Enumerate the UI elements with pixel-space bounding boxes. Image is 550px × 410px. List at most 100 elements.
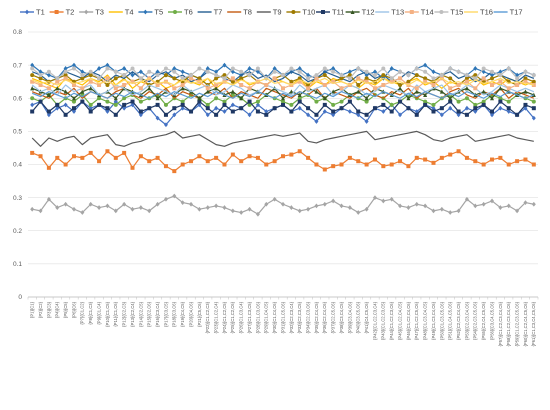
data-point — [130, 165, 135, 170]
data-point — [523, 89, 528, 94]
data-point — [381, 73, 386, 78]
data-point — [71, 99, 76, 104]
legend-marker — [291, 10, 296, 14]
legend-item-t12: T12 — [345, 8, 375, 17]
x-tick-label: {P40}{C3,C5,C6} — [356, 301, 361, 333]
x-tick-label: {P22}{C1,C2,C3} — [205, 301, 210, 333]
series-line-t7 — [31, 71, 535, 83]
y-tick-label: 0.1 — [13, 261, 22, 268]
data-point — [356, 109, 361, 114]
data-point — [214, 112, 219, 117]
data-point — [71, 206, 76, 212]
data-point — [46, 112, 51, 118]
x-tick-label: {P28}{C1,C3,C6} — [255, 301, 260, 333]
data-point — [448, 99, 453, 104]
legend-marker — [350, 10, 355, 14]
data-point — [247, 73, 252, 78]
data-point — [464, 196, 469, 202]
data-point — [289, 109, 294, 114]
data-point — [364, 72, 369, 78]
data-point — [456, 83, 461, 87]
data-point — [105, 62, 110, 68]
data-point — [331, 102, 336, 107]
x-tick-label: {P25}{C1,C2,C6} — [230, 301, 235, 333]
x-tick-label: {P1}{C1} — [30, 301, 35, 318]
x-tick-label: {P34}{C2,C3,C6} — [305, 301, 310, 333]
data-point — [398, 112, 403, 118]
data-point — [113, 69, 118, 74]
x-tick-label: {P50}{C1,C3,C5,C6} — [439, 301, 444, 340]
data-point — [523, 76, 528, 81]
data-point — [113, 102, 118, 107]
data-point — [481, 66, 486, 71]
data-point — [314, 76, 319, 81]
data-point — [339, 73, 344, 78]
legend-label: T2 — [66, 8, 75, 17]
legend-item-t6: T6 — [168, 8, 193, 17]
data-point — [247, 112, 252, 118]
data-point — [339, 203, 344, 209]
data-point — [322, 201, 327, 207]
data-point — [214, 69, 219, 75]
data-point — [63, 69, 68, 74]
series-t16 — [31, 77, 534, 86]
data-point — [163, 164, 168, 169]
data-point — [122, 96, 127, 101]
x-tick-label: {P24}{C1,C2,C5} — [222, 301, 227, 333]
legend-label: T16 — [480, 8, 493, 17]
legend-marker — [321, 10, 325, 14]
x-tick-label: {P27}{C1,C3,C5} — [247, 301, 252, 333]
data-point — [490, 198, 495, 204]
data-point — [314, 112, 319, 117]
data-point — [197, 99, 202, 104]
data-point — [347, 205, 352, 210]
x-tick-label: {P14}{C2,C5} — [138, 301, 143, 327]
data-point — [247, 99, 252, 104]
x-axis-tick-labels: {P1}{C1} {P2}{C2} {P3}{C3} {P4}{C4} {P5}{C5}… — [30, 301, 537, 346]
data-point — [172, 76, 177, 81]
data-point — [490, 76, 495, 81]
data-point — [398, 86, 403, 91]
data-point — [297, 149, 302, 154]
data-point — [322, 109, 327, 114]
data-point — [364, 95, 369, 101]
data-point — [88, 86, 93, 91]
y-tick-label: 0.4 — [13, 162, 22, 169]
x-axis — [27, 296, 539, 300]
data-point — [180, 76, 185, 81]
x-tick-label: {P19}{C4,C5} — [180, 301, 185, 327]
data-point — [464, 112, 469, 117]
data-point — [331, 112, 336, 118]
data-point — [306, 72, 311, 78]
data-point — [423, 157, 428, 162]
data-point — [230, 152, 235, 157]
data-point — [105, 203, 110, 209]
data-point — [230, 102, 235, 108]
data-point — [464, 86, 469, 91]
x-tick-label: {P58}{C1,C2,C3,C4,C6} — [506, 301, 511, 346]
data-point — [364, 76, 369, 81]
data-point — [456, 112, 461, 118]
data-point — [30, 96, 35, 101]
data-point — [230, 76, 235, 81]
y-tick-label: 0.6 — [13, 95, 22, 102]
data-point — [431, 208, 436, 214]
data-point — [71, 106, 76, 111]
data-point — [130, 206, 135, 212]
x-tick-label: {P43}{C1,C2,C3,C5} — [381, 301, 386, 340]
data-point — [239, 76, 244, 81]
data-point — [163, 122, 168, 128]
data-point — [46, 86, 51, 91]
legend-item-t2: T2 — [49, 8, 75, 17]
data-point — [322, 66, 327, 71]
data-point — [506, 99, 511, 104]
data-point — [506, 66, 511, 71]
legend-label: T17 — [510, 8, 523, 17]
data-point — [381, 164, 386, 169]
data-point — [172, 69, 177, 74]
data-point — [272, 69, 277, 74]
data-point — [364, 79, 369, 84]
data-point — [172, 193, 177, 199]
legend-label: T11 — [332, 8, 344, 17]
data-point — [356, 210, 361, 215]
